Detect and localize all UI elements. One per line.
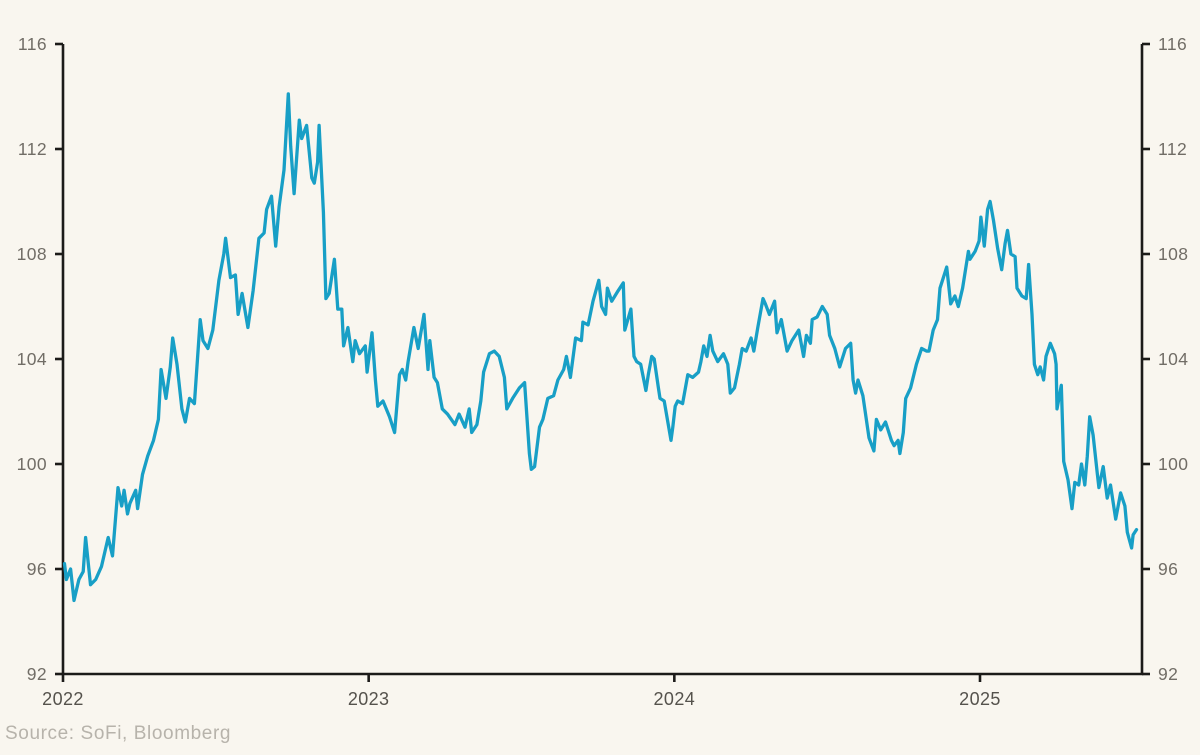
x-tick-label: 2024 xyxy=(654,689,696,709)
y-tick-label-right: 96 xyxy=(1158,559,1178,579)
y-tick-label-left: 108 xyxy=(17,244,47,264)
data-line xyxy=(62,92,1139,603)
x-tick-label: 2025 xyxy=(959,689,1001,709)
x-tick-label: 2023 xyxy=(348,689,390,709)
y-tick-label-left: 104 xyxy=(17,349,47,369)
y-tick-label-right: 92 xyxy=(1158,664,1178,684)
y-tick-label-left: 92 xyxy=(27,664,47,684)
source-label: Source: SoFi, Bloomberg xyxy=(5,723,232,744)
y-tick-label-left: 96 xyxy=(27,559,47,579)
y-tick-label-right: 112 xyxy=(1158,139,1187,159)
x-tick-label: 2022 xyxy=(42,689,84,709)
y-tick-label-right: 104 xyxy=(1158,349,1188,369)
y-tick-label-right: 116 xyxy=(1158,34,1187,54)
y-tick-label-right: 100 xyxy=(1158,454,1188,474)
y-tick-label-right: 108 xyxy=(1158,244,1188,264)
y-tick-label-left: 100 xyxy=(17,454,47,474)
y-tick-label-left: 116 xyxy=(18,34,47,54)
y-tick-label-left: 112 xyxy=(18,139,47,159)
